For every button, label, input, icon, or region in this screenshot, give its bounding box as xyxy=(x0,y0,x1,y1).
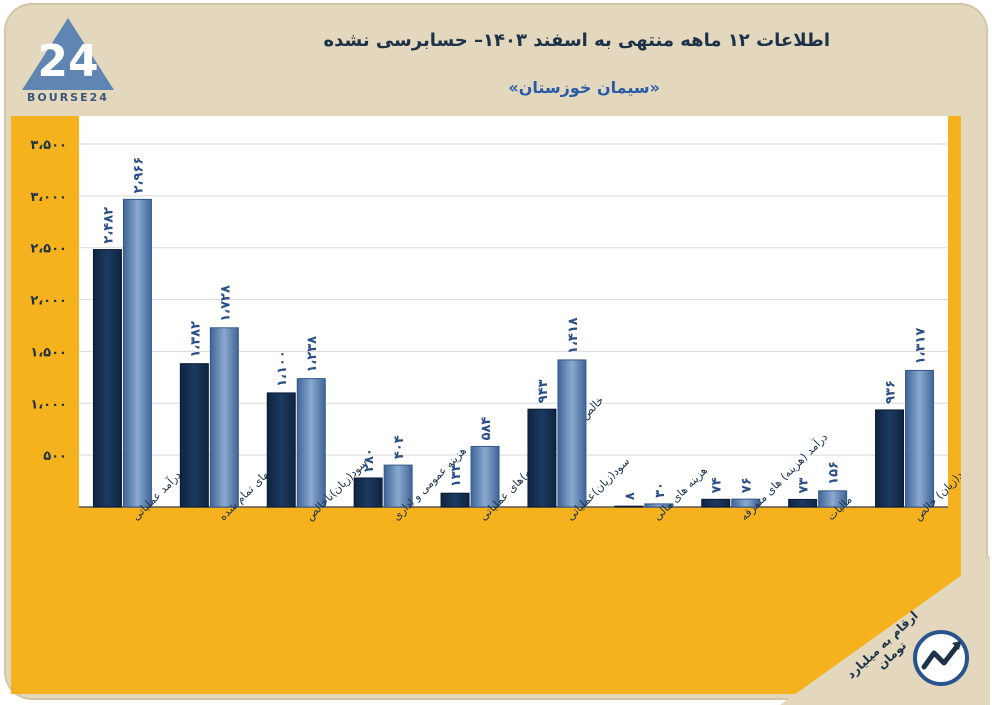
bar-previous xyxy=(92,249,122,508)
bar-previous xyxy=(179,363,209,508)
data-label: ۲،۹۶۶ xyxy=(131,157,146,194)
data-label: ۳۰ xyxy=(653,482,668,498)
y-tick-label: ۱،۵۰۰ xyxy=(30,345,67,360)
y-tick-label: ۳،۵۰۰ xyxy=(30,138,67,153)
bar-current xyxy=(731,498,761,508)
bar-current xyxy=(383,464,413,508)
svg-text:24: 24 xyxy=(37,36,98,87)
data-label: ۱،۲۳۸ xyxy=(305,336,320,373)
data-label: ۷۶ xyxy=(740,477,755,493)
chart-panel: ۳،۵۰۰ ۳،۰۰۰ ۲،۵۰۰ ۲،۰۰۰ ۱،۵۰۰ ۱،۰۰۰ ۵۰۰ ۲،۴۸۲ ۲،… xyxy=(11,116,961,694)
bar-previous xyxy=(266,392,296,508)
data-label: ۱،۳۸۲ xyxy=(188,321,203,358)
y-tick-label: ۱،۰۰۰ xyxy=(30,397,67,412)
data-label: ۷۴ xyxy=(710,477,725,493)
bar-previous xyxy=(353,477,383,508)
bar-current xyxy=(122,198,152,508)
y-tick-label: ۲،۰۰۰ xyxy=(30,294,67,309)
data-label: ۸ xyxy=(623,492,638,500)
bar-previous xyxy=(440,492,470,508)
trend-line-icon xyxy=(913,630,969,686)
bar-current xyxy=(296,378,326,508)
data-label: ۲،۴۸۲ xyxy=(101,207,116,244)
bar-current xyxy=(905,369,935,508)
data-label: ۱۳۳ xyxy=(449,463,464,487)
bar-chart: ۳،۵۰۰ ۳،۰۰۰ ۲،۵۰۰ ۲،۰۰۰ ۱،۵۰۰ ۱،۰۰۰ ۵۰۰ ۲،۴۸۲ ۲،… xyxy=(30,116,961,523)
y-tick-label: ۳،۰۰۰ xyxy=(30,190,67,205)
data-label: ۷۳ xyxy=(797,477,812,493)
bar-previous xyxy=(527,408,557,508)
bar-current xyxy=(644,503,674,508)
data-label: ۹۴۳ xyxy=(536,379,551,403)
bar-current xyxy=(470,445,500,508)
company-subtitle: «سیمان خوزستان» xyxy=(508,78,660,97)
bar-current xyxy=(818,490,848,508)
bar-previous xyxy=(614,505,644,508)
bar-previous xyxy=(701,498,731,508)
data-label: ۱۵۶ xyxy=(827,461,842,485)
data-label: ۲۸۰ xyxy=(362,448,377,472)
bar-current xyxy=(557,359,587,508)
data-label: ۵۸۴ xyxy=(479,417,494,441)
page-title: اطلاعات ۱۲ ماهه منتهی به اسفند ۱۴۰۳– حسا… xyxy=(323,30,830,51)
y-tick-label: ۲،۵۰۰ xyxy=(30,242,67,257)
data-label: ۹۳۶ xyxy=(884,380,899,404)
y-tick-label: ۵۰۰ xyxy=(43,449,67,464)
bar-previous xyxy=(875,409,905,508)
bourse24-logo: 24 BOURSE24 xyxy=(18,14,118,110)
data-label: ۱،۷۲۸ xyxy=(218,285,233,322)
data-label: ۱،۱۰۰ xyxy=(275,350,290,387)
data-label: ۱،۴۱۸ xyxy=(566,317,581,354)
bar-previous xyxy=(788,498,818,508)
data-label: ۱،۳۱۷ xyxy=(914,328,929,365)
data-label: ۴۰۴ xyxy=(392,435,407,459)
logo-triangle-icon: 24 xyxy=(22,18,114,90)
logo-text: BOURSE24 xyxy=(27,91,109,104)
bar-current xyxy=(209,327,239,508)
